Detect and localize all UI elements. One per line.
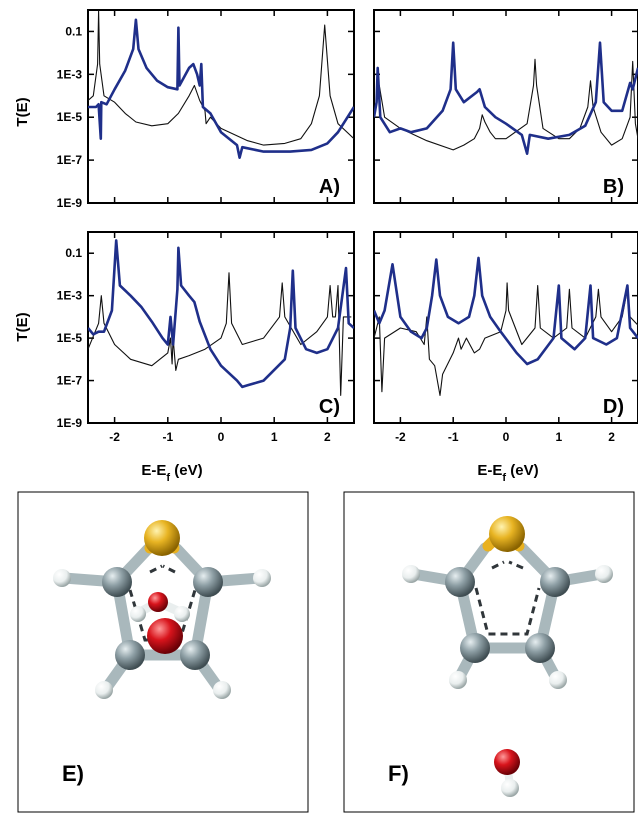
carbon-atom bbox=[525, 633, 555, 663]
panel-label-c: C) bbox=[319, 396, 340, 418]
x-axis-title-right-main: E-E bbox=[477, 462, 502, 479]
x-tick-label: -2 bbox=[395, 430, 406, 444]
sulfur-atom bbox=[144, 520, 180, 556]
y-tick-label: 1E-5 bbox=[57, 110, 83, 124]
x-tick-label: 2 bbox=[608, 430, 615, 444]
y-tick-label: 1E-5 bbox=[57, 331, 83, 345]
plot-frame-b bbox=[373, 9, 638, 204]
hydroxyl-f bbox=[494, 749, 520, 797]
carbon-atom bbox=[102, 567, 132, 597]
y-tick-label: 1E-7 bbox=[57, 374, 83, 388]
hydrogen-atom-water bbox=[130, 606, 146, 622]
panel-label-d: D) bbox=[603, 396, 624, 418]
x-tick-label: 1 bbox=[271, 430, 278, 444]
y-tick-label: 1E-9 bbox=[57, 196, 83, 210]
plot-frame-d bbox=[373, 231, 638, 424]
sulfur-atom bbox=[489, 516, 525, 552]
hydrogen-atom bbox=[549, 671, 567, 689]
hydrogen-atom bbox=[253, 569, 271, 587]
carbon-atom bbox=[193, 567, 223, 597]
carbon-atom bbox=[115, 640, 145, 670]
x-tick-label: 0 bbox=[503, 430, 510, 444]
carbon-atom bbox=[180, 640, 210, 670]
y-tick-label: 0.1 bbox=[65, 246, 82, 260]
y-tick-label: 1E-7 bbox=[57, 153, 83, 167]
x-axis-title-left-main: E-E bbox=[141, 462, 166, 479]
panel-d: -2 -1 0 1 2 D) bbox=[373, 231, 638, 444]
hydrogen-atom-hydroxyl bbox=[501, 779, 519, 797]
hydrogen-atom bbox=[595, 565, 613, 583]
molecule-label-e: E) bbox=[62, 761, 84, 786]
panel-label-a: A) bbox=[319, 176, 340, 198]
x-axis-title-right: E-Ef (eV) bbox=[477, 462, 538, 484]
panel-c: 0.1 1E-3 1E-5 1E-7 1E-9 -2 -1 0 1 2 C) bbox=[57, 231, 355, 444]
oxygen-atom-hydroxyl bbox=[494, 749, 520, 775]
aromatic-dashes-f bbox=[474, 560, 541, 636]
x-axis-title-left-sub: f bbox=[166, 472, 170, 484]
carbon-atom bbox=[460, 633, 490, 663]
oxygen-atom-large bbox=[147, 618, 183, 654]
molecule-panel-e: E) bbox=[17, 491, 309, 813]
hydrogen-atom bbox=[95, 681, 113, 699]
y-tick-label: 1E-3 bbox=[57, 67, 83, 81]
panel-label-b: B) bbox=[603, 176, 624, 198]
x-tick-label: 0 bbox=[218, 430, 225, 444]
carbon-atom bbox=[445, 567, 475, 597]
y-tick-label: 1E-9 bbox=[57, 416, 83, 430]
panel-b: B) bbox=[373, 9, 638, 204]
water-e bbox=[130, 592, 190, 622]
series-line-blue bbox=[374, 256, 638, 366]
x-tick-label: 1 bbox=[555, 430, 562, 444]
oxygen-atom-small bbox=[148, 592, 168, 612]
y-tick-label: 0.1 bbox=[65, 24, 82, 38]
x-tick-label: -1 bbox=[448, 430, 459, 444]
series-line-black bbox=[88, 272, 352, 396]
series-line-blue bbox=[374, 41, 638, 155]
panel-a: 0.1 1E-3 1E-5 1E-7 1E-9 A) bbox=[57, 9, 355, 210]
y-axis-title-top: T(E) bbox=[14, 97, 31, 126]
x-tick-label: -2 bbox=[109, 430, 120, 444]
hydrogen-atom bbox=[402, 565, 420, 583]
hydrogen-atom bbox=[449, 671, 467, 689]
carbon-atom bbox=[540, 567, 570, 597]
x-axis-title-right-sub: f bbox=[502, 472, 506, 484]
x-axis-title-left: E-Ef (eV) bbox=[141, 462, 202, 484]
molecule-panel-f: F) bbox=[343, 491, 635, 813]
y-tick-label: 1E-3 bbox=[57, 289, 83, 303]
plot-frame-c bbox=[87, 231, 355, 424]
series-line-blue bbox=[88, 239, 354, 389]
x-axis-title-right-unit: (eV) bbox=[506, 462, 539, 479]
series-line-black bbox=[88, 10, 354, 146]
x-axis-title-left-unit: (eV) bbox=[170, 462, 203, 479]
hydrogen-atom-water bbox=[174, 606, 190, 622]
y-axis-title-bottom: T(E) bbox=[14, 312, 31, 341]
molecule-label-f: F) bbox=[388, 761, 409, 786]
hydrogen-atom bbox=[213, 681, 231, 699]
plot-frame-a bbox=[87, 9, 355, 204]
hydrogen-atom bbox=[53, 569, 71, 587]
series-line-blue bbox=[88, 18, 354, 159]
series-line-black bbox=[374, 58, 638, 151]
x-tick-label: -1 bbox=[162, 430, 173, 444]
x-tick-label: 2 bbox=[324, 430, 331, 444]
